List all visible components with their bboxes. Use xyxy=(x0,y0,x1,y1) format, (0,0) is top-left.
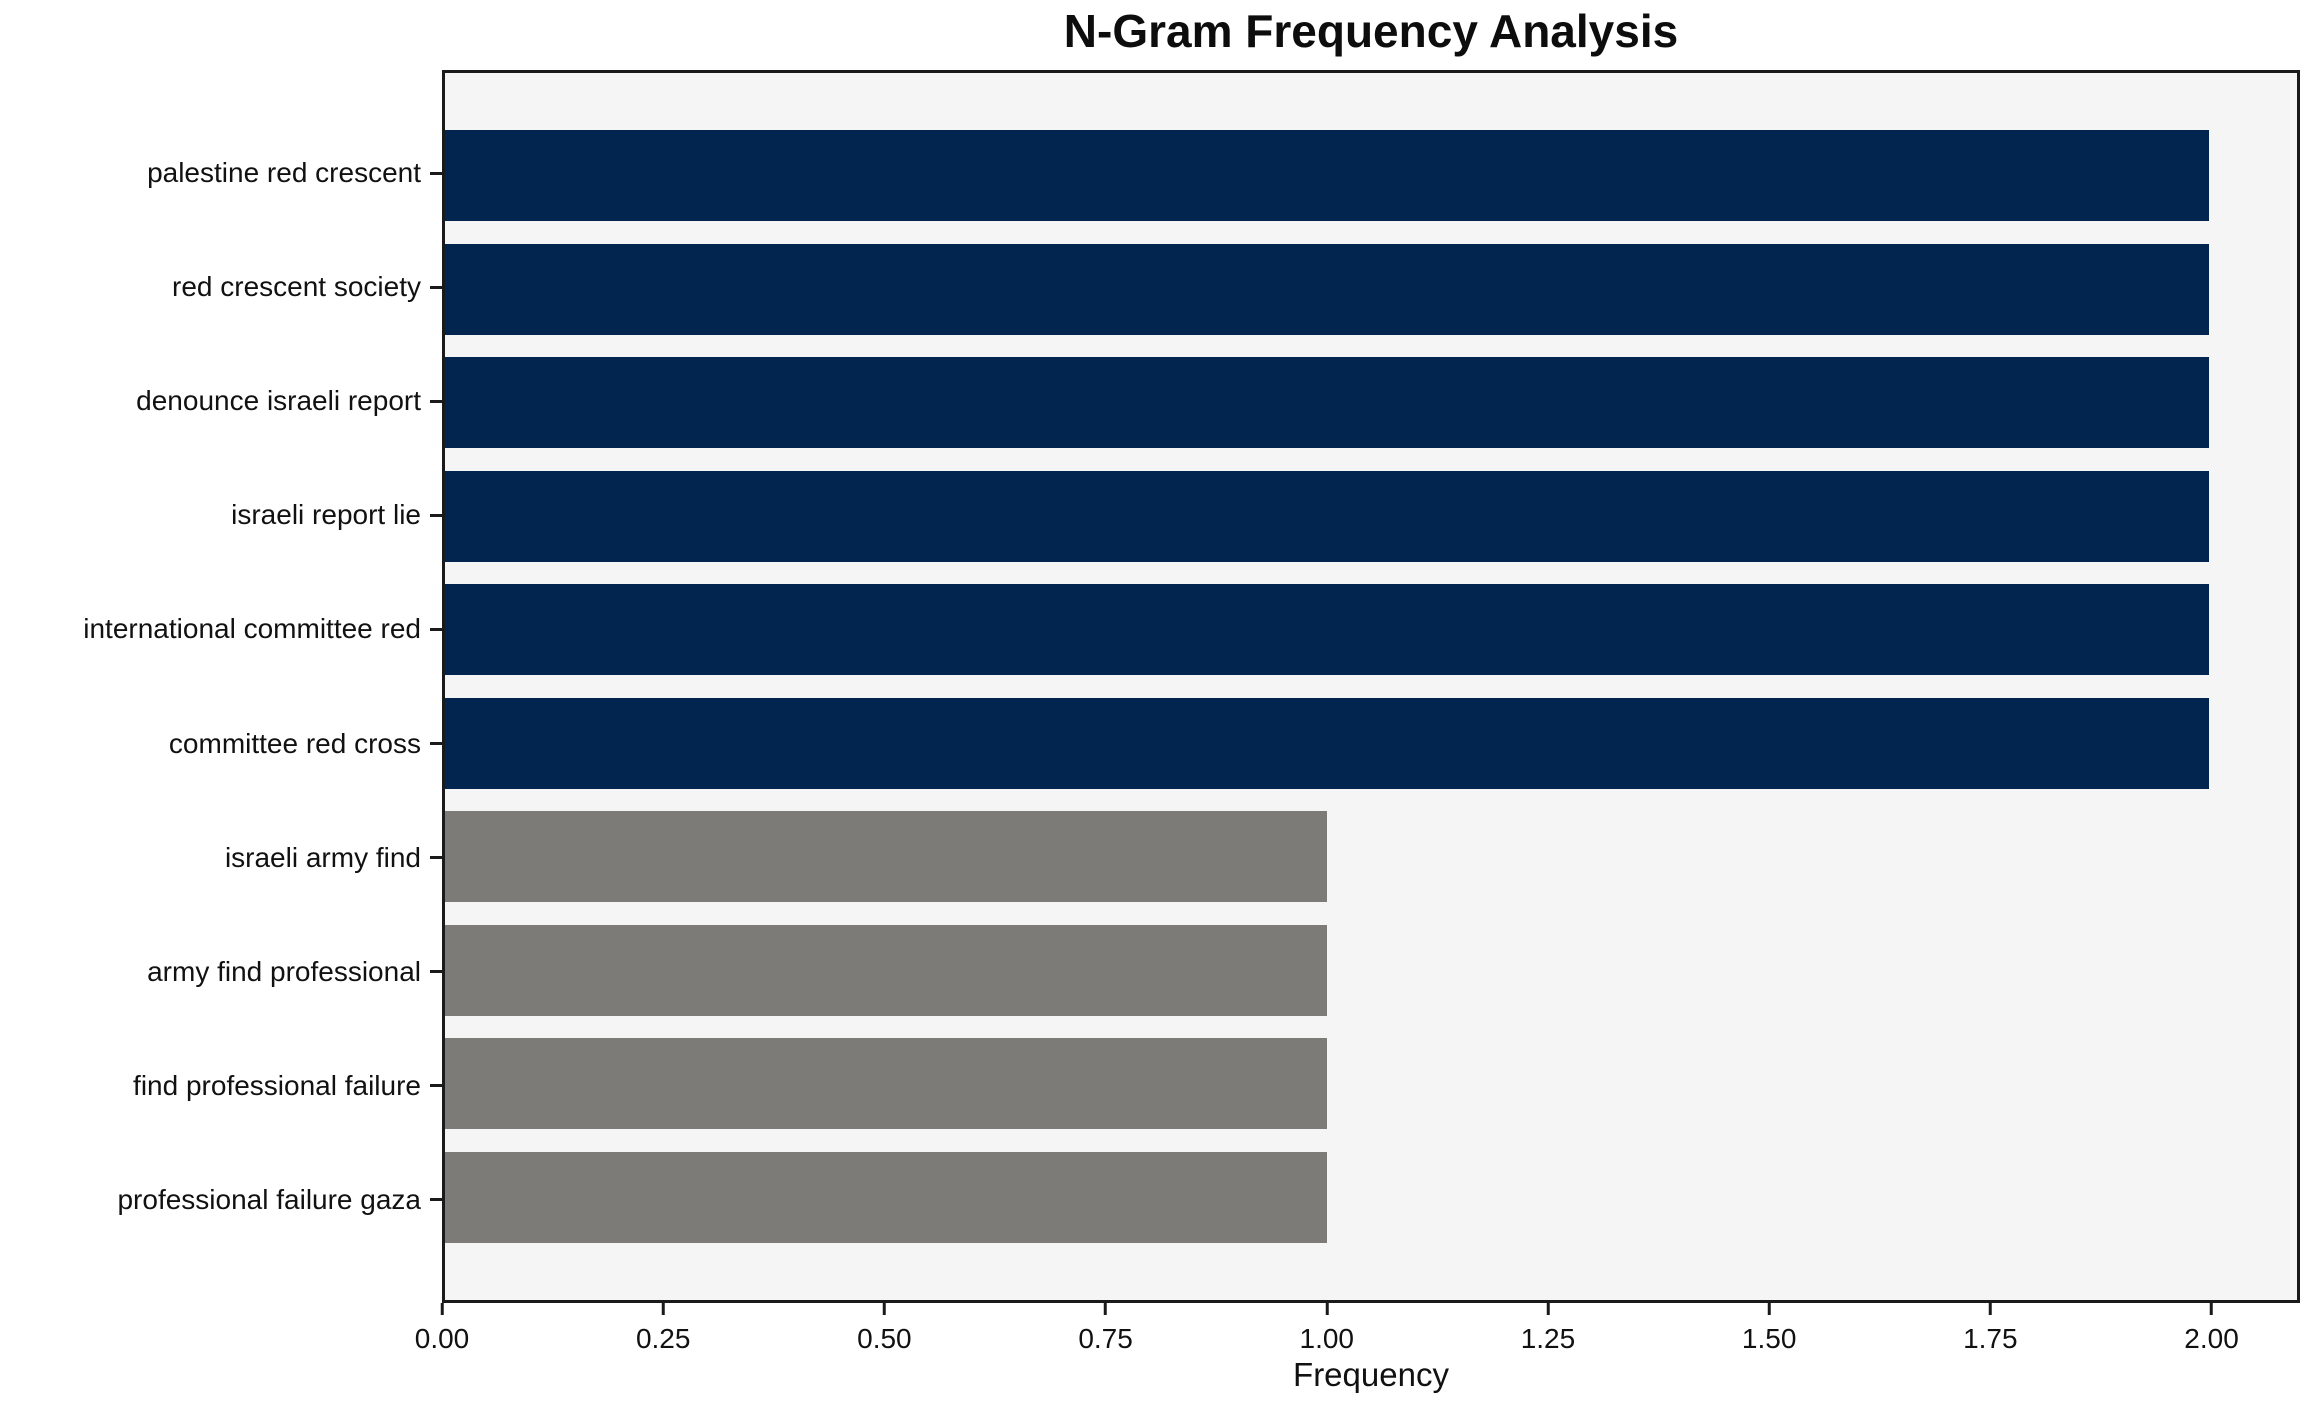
y-tick-label: israeli report lie xyxy=(231,499,421,531)
x-tick-mark xyxy=(440,1303,444,1315)
x-tick: 1.00 xyxy=(1299,1303,1355,1355)
y-tick-mark xyxy=(430,856,442,860)
y-tick-mark xyxy=(430,970,442,974)
y-tick-label: palestine red crescent xyxy=(147,157,421,189)
bar-row xyxy=(445,119,2297,233)
y-tick-row: army find professional xyxy=(0,915,442,1029)
y-tick-label: denounce israeli report xyxy=(136,385,421,417)
bar-international-committee-red xyxy=(445,584,2209,676)
x-tick-label: 1.25 xyxy=(1520,1323,1576,1354)
y-tick-label: find professional failure xyxy=(133,1069,421,1101)
chart-title: N-Gram Frequency Analysis xyxy=(1063,5,1679,57)
x-tick-mark xyxy=(1767,1303,1771,1315)
x-tick-label: 2.00 xyxy=(2184,1323,2239,1354)
x-tick-mark xyxy=(661,1303,665,1315)
bar-red-crescent-society xyxy=(445,243,2209,335)
bar-army-find-professional xyxy=(445,924,1327,1016)
x-tick: 0.00 xyxy=(414,1303,470,1355)
bar-israeli-army-find xyxy=(445,811,1327,903)
bar-denounce-israeli-report xyxy=(445,357,2209,449)
y-tick-label: army find professional xyxy=(147,955,421,987)
y-tick-label: israeli army find xyxy=(224,841,421,873)
plot-area xyxy=(442,70,2300,1303)
bar-find-professional-failure xyxy=(445,1038,1327,1130)
y-tick-row: red crescent society xyxy=(0,230,442,344)
bar-row xyxy=(445,573,2297,687)
y-tick-label: professional failure gaza xyxy=(117,1183,421,1215)
x-tick-mark xyxy=(1104,1303,1108,1315)
y-tick-row: israeli army find xyxy=(0,801,442,915)
bars-container xyxy=(445,73,2297,1300)
y-tick-mark xyxy=(430,171,442,175)
y-tick-row: international committee red xyxy=(0,572,442,686)
x-tick-label: 1.00 xyxy=(1299,1323,1355,1354)
y-tick-label: red crescent society xyxy=(172,271,421,303)
y-tick-row: denounce israeli report xyxy=(0,344,442,458)
x-tick: 1.50 xyxy=(1741,1303,1797,1355)
y-tick-label: international committee red xyxy=(83,613,421,645)
x-tick-mark xyxy=(1546,1303,1550,1315)
x-tick: 2.00 xyxy=(2184,1303,2239,1355)
x-tick-mark xyxy=(1325,1303,1329,1315)
y-tick-row: palestine red crescent xyxy=(0,116,442,230)
x-tick-mark xyxy=(2210,1303,2214,1315)
y-tick-row: find professional failure xyxy=(0,1029,442,1143)
x-tick-label: 1.75 xyxy=(1963,1323,2018,1354)
y-axis-labels: palestine red crescent red crescent socie… xyxy=(0,70,442,1303)
x-tick-label: 0.75 xyxy=(1078,1323,1133,1354)
bar-row xyxy=(445,460,2297,574)
x-tick: 1.25 xyxy=(1520,1303,1576,1355)
bar-palestine-red-crescent xyxy=(445,130,2209,222)
bar-row xyxy=(445,233,2297,347)
x-tick: 1.75 xyxy=(1963,1303,2018,1355)
y-tick-row: committee red cross xyxy=(0,686,442,800)
x-tick: 0.25 xyxy=(635,1303,691,1355)
x-tick-label: 0.00 xyxy=(414,1323,470,1354)
y-tick-mark xyxy=(430,513,442,517)
x-axis-ticks: 0.00 0.25 0.50 0.75 1.00 1.25 1.50 1.75 2.00 xyxy=(415,1303,2300,1373)
x-tick: 0.75 xyxy=(1078,1303,1133,1355)
y-tick-mark xyxy=(430,1084,442,1088)
x-tick-label: 0.25 xyxy=(635,1323,691,1354)
bar-row xyxy=(445,346,2297,460)
bar-row xyxy=(445,1141,2297,1255)
y-tick-mark xyxy=(430,1198,442,1202)
bar-committee-red-cross xyxy=(445,697,2209,789)
x-tick-mark xyxy=(882,1303,886,1315)
y-tick-label: committee red cross xyxy=(168,727,421,759)
y-tick-row: professional failure gaza xyxy=(0,1143,442,1257)
x-tick-label: 0.50 xyxy=(857,1323,912,1354)
y-tick-mark xyxy=(430,399,442,403)
y-tick-mark xyxy=(430,285,442,289)
bar-row xyxy=(445,800,2297,914)
x-tick-mark xyxy=(1988,1303,1992,1315)
y-tick-mark xyxy=(430,742,442,746)
x-tick: 0.50 xyxy=(857,1303,912,1355)
bar-professional-failure-gaza xyxy=(445,1151,1327,1243)
x-tick-label: 1.50 xyxy=(1741,1323,1797,1354)
y-tick-mark xyxy=(430,627,442,631)
y-tick-row: israeli report lie xyxy=(0,458,442,572)
bar-israeli-report-lie xyxy=(445,470,2209,562)
bar-row xyxy=(445,1027,2297,1141)
x-axis-label: Frequency xyxy=(1293,1356,1449,1393)
bar-row xyxy=(445,914,2297,1028)
bar-row xyxy=(445,687,2297,801)
